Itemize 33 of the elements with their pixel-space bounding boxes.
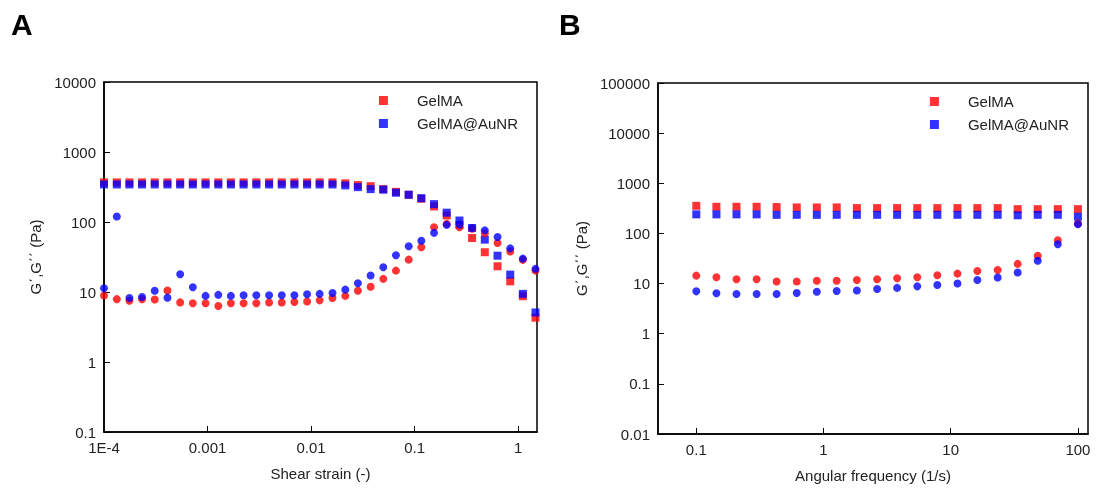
x-axis-title: Shear strain (-) [270, 465, 371, 482]
y-tick-label: 1000 [616, 174, 650, 192]
y-tick-label: 10000 [54, 73, 96, 91]
y-tick-label: 100000 [599, 74, 650, 92]
y-tick-label: 0.1 [629, 375, 650, 393]
y-tick-label: 0.1 [75, 423, 96, 441]
x-tick-label: 0.001 [188, 439, 227, 456]
y-tick-label: 10 [633, 275, 650, 293]
legend-label: GelMA [416, 92, 463, 109]
chart-title: B [559, 7, 581, 41]
y-tick-label: 1000 [62, 143, 96, 161]
x-tick-label: 10 [942, 441, 960, 458]
chart-title: A [11, 7, 33, 41]
x-tick-label: 1 [819, 441, 828, 458]
legend-label: GelMA [967, 93, 1014, 110]
y-axis-title: G΄,G΄΄ (Pa) [27, 219, 45, 295]
y-tick-label: 100 [70, 213, 96, 231]
y-tick-label: 10 [79, 283, 96, 301]
x-tick-label: 100 [1065, 441, 1091, 458]
x-axis-title: Angular frequency (1/s) [795, 467, 951, 484]
x-tick-label: 0.1 [404, 439, 426, 456]
x-tick-label: 1E-4 [88, 439, 120, 456]
y-tick-label: 1 [87, 353, 96, 371]
legend-label: GelMA@AuNR [416, 115, 519, 132]
y-tick-label: 100 [624, 224, 650, 242]
y-tick-label: 0.01 [620, 425, 650, 443]
x-tick-label: 1 [514, 439, 523, 456]
y-tick-label: 1 [641, 325, 650, 343]
x-tick-label: 0.1 [685, 441, 707, 458]
y-axis-title: G΄,G΄΄ (Pa) [573, 221, 591, 296]
y-tick-label: 10000 [608, 124, 650, 142]
legend-label: GelMA@AuNR [967, 116, 1070, 133]
x-tick-label: 0.01 [296, 439, 326, 456]
